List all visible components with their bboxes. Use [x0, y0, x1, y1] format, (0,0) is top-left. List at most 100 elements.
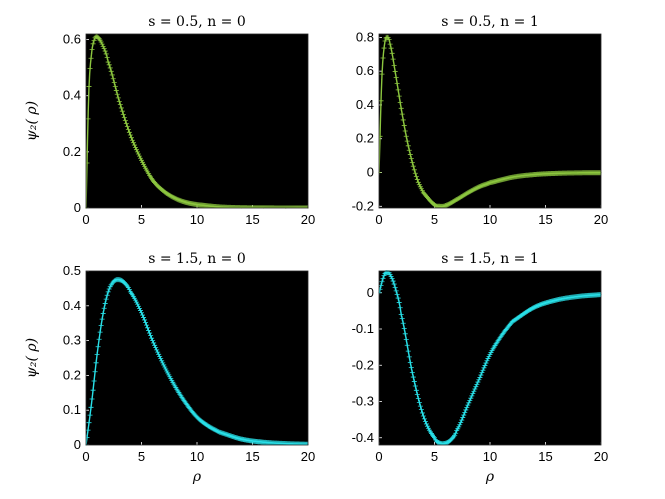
data-point	[145, 325, 151, 331]
data-point	[96, 36, 98, 38]
data-point	[417, 180, 419, 182]
data-point	[382, 38, 388, 44]
data-point	[154, 347, 160, 353]
data-point	[107, 61, 109, 63]
data-point	[406, 354, 412, 360]
data-point	[417, 403, 423, 409]
data-point	[136, 153, 142, 159]
data-point	[422, 418, 428, 424]
data-point	[101, 305, 107, 311]
data-point	[400, 107, 402, 109]
data-point	[412, 170, 418, 176]
data-point	[89, 46, 95, 52]
data-point	[137, 308, 143, 314]
axes-frame	[378, 33, 602, 209]
y-tick-label: 0	[74, 437, 81, 452]
data-point	[113, 87, 119, 93]
x-axis-label: ρ	[192, 469, 202, 485]
data-point	[404, 138, 410, 144]
data-point	[474, 381, 480, 387]
y-tick-label: -0.3	[352, 394, 374, 409]
data-point	[392, 69, 398, 75]
x-tick-label: 20	[594, 449, 608, 464]
axes-frame	[85, 270, 309, 446]
y-tick-label: -0.2	[352, 198, 374, 213]
data-point	[218, 206, 220, 208]
data-point	[134, 301, 140, 307]
data-point	[149, 335, 155, 341]
data-point	[389, 274, 391, 276]
data-point	[305, 441, 308, 445]
data-point	[463, 407, 469, 413]
data-point	[419, 410, 425, 416]
data-point	[218, 431, 220, 433]
data-point	[402, 331, 408, 337]
data-point	[148, 333, 154, 339]
data-point	[129, 291, 131, 293]
data-point	[411, 371, 413, 374]
data-point	[405, 348, 411, 354]
data-point	[473, 384, 479, 390]
data-point	[152, 342, 158, 348]
data-point	[185, 201, 187, 203]
data-point	[480, 367, 486, 373]
x-tick-label: 15	[538, 212, 552, 227]
data-point	[458, 419, 464, 425]
data-point	[381, 273, 387, 279]
y-tick-label: -0.2	[352, 357, 374, 372]
y-tick-label: 0.4	[63, 88, 81, 103]
data-point	[411, 379, 417, 385]
data-point	[389, 50, 395, 56]
data-point	[87, 412, 93, 418]
data-point	[95, 344, 101, 350]
x-axis-label: ρ	[485, 469, 495, 485]
data-point	[163, 364, 165, 366]
data-point	[123, 121, 129, 127]
y-axis-label: ψ₂( ρ)	[24, 338, 40, 378]
data-point	[106, 62, 112, 68]
subplot-title: s = 1.5, n = 1	[441, 251, 539, 267]
data-point	[466, 400, 472, 406]
data-point	[475, 379, 481, 385]
data-point	[390, 278, 396, 284]
data-point	[96, 353, 98, 356]
data-point	[379, 170, 382, 176]
data-point	[456, 198, 458, 201]
data-point	[117, 102, 123, 108]
data-point	[433, 437, 436, 439]
x-tick-label: 20	[594, 212, 608, 227]
data-point	[158, 356, 164, 362]
x-tick-label: 5	[138, 212, 145, 227]
data-point	[416, 399, 422, 405]
data-point	[123, 282, 129, 288]
data-point	[386, 36, 388, 38]
data-point	[91, 378, 97, 384]
data-point	[388, 273, 394, 279]
data-point	[128, 135, 134, 141]
data-point	[406, 138, 408, 140]
data-point	[88, 55, 94, 61]
data-point	[113, 280, 115, 283]
data-point	[381, 79, 383, 81]
data-point	[489, 182, 491, 184]
plot-area	[86, 34, 308, 208]
x-tick-label: 15	[245, 449, 259, 464]
data-point	[100, 310, 106, 316]
data-point	[120, 111, 126, 117]
data-point	[533, 306, 536, 308]
y-tick-label: -0.1	[352, 321, 374, 336]
data-point	[240, 438, 242, 440]
data-point	[461, 412, 467, 418]
data-point	[481, 365, 487, 371]
data-point	[111, 80, 117, 86]
data-point	[122, 118, 128, 124]
x-tick-label: 0	[82, 212, 89, 227]
data-point	[104, 292, 110, 298]
data-point	[423, 421, 429, 427]
subplot-title: s = 1.5, n = 0	[148, 251, 246, 267]
data-point	[464, 404, 470, 410]
data-point	[380, 55, 386, 61]
x-tick-label: 15	[245, 212, 259, 227]
y-tick-label: 0.4	[356, 97, 374, 112]
data-point	[118, 100, 120, 102]
